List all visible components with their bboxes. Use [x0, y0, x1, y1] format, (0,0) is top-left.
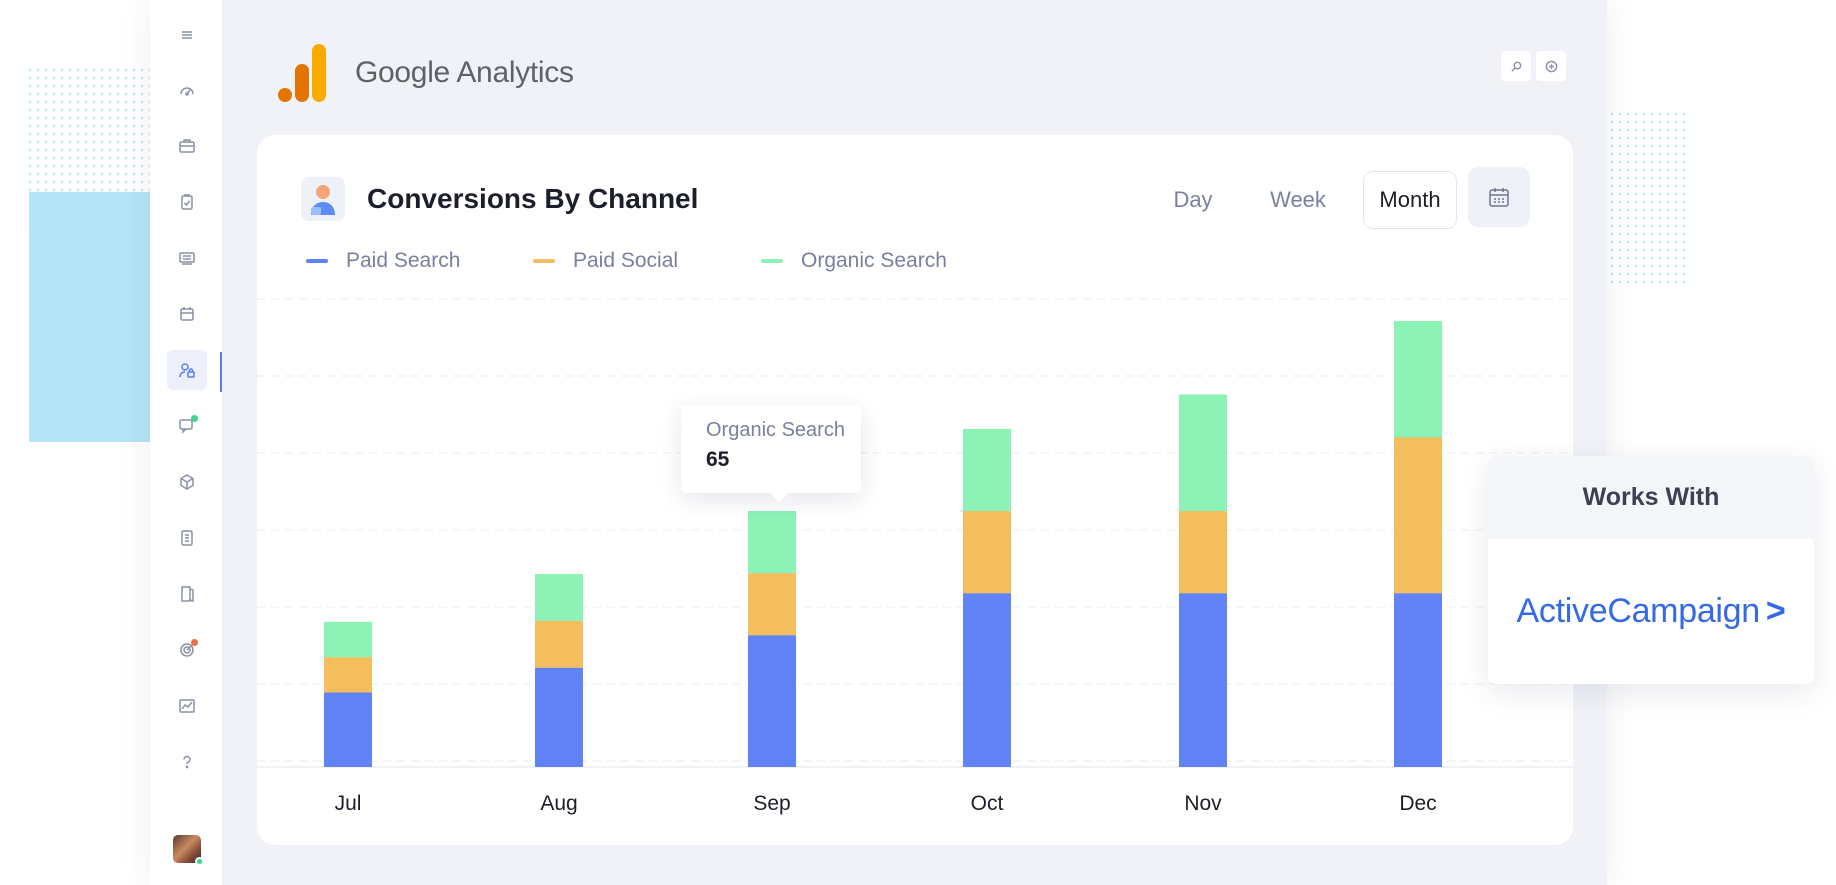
x-tick-label: Aug [540, 792, 577, 815]
menu-icon[interactable] [172, 20, 202, 50]
legend-label: Paid Social [573, 249, 679, 272]
bar-segment[interactable] [324, 657, 372, 693]
legend-swatch [533, 259, 555, 263]
x-tick-label: Oct [971, 792, 1004, 815]
plus-circle-icon [1545, 60, 1557, 72]
target-icon[interactable] [172, 635, 202, 665]
stacked-bar-chart: Jul Aug Sep Oct Nov Dec [257, 298, 1573, 815]
bar-segment[interactable] [1394, 437, 1442, 594]
chart-icon[interactable] [172, 691, 202, 721]
legend-swatch [306, 259, 328, 263]
chat-icon[interactable] [172, 411, 202, 441]
calendar-button[interactable] [1468, 167, 1530, 227]
cube-icon[interactable] [172, 467, 202, 497]
legend-label: Organic Search [801, 249, 947, 272]
calendar-icon[interactable] [172, 299, 202, 329]
app-window: Google Analytics Conversions By Channel … [150, 0, 1607, 885]
bar-segment[interactable] [963, 593, 1011, 767]
user-avatar-icon [301, 177, 345, 221]
active-indicator [220, 352, 222, 392]
legend-item[interactable]: Organic Search [761, 249, 947, 273]
bar-segment[interactable] [1394, 320, 1442, 438]
x-tick-label: Nov [1184, 792, 1222, 815]
conversions-card: Conversions By Channel Day Week Month Pa… [257, 135, 1573, 845]
notification-dot [191, 415, 198, 422]
brand-name: ActiveCampaign [1516, 592, 1761, 630]
bar-segment[interactable] [324, 692, 372, 767]
avatar[interactable] [173, 835, 204, 866]
bar-segment[interactable] [535, 620, 583, 668]
notification-dot [191, 639, 198, 646]
chevron-right-icon: > [1765, 592, 1786, 630]
bar-segment[interactable] [324, 621, 372, 658]
bar-segment[interactable] [535, 574, 583, 621]
help-icon[interactable] [172, 747, 202, 777]
clipboard-check-icon[interactable] [172, 187, 202, 217]
blue-block-decor [29, 192, 159, 442]
document-icon[interactable] [172, 523, 202, 553]
app-title-google: Google [355, 56, 450, 89]
bar-segment[interactable] [1179, 394, 1227, 512]
x-tick-label: Sep [753, 792, 790, 815]
range-week-button[interactable]: Week [1270, 187, 1326, 212]
bar-segment[interactable] [1179, 511, 1227, 594]
works-with-panel: Works With ActiveCampaign > [1488, 456, 1814, 684]
legend-item[interactable]: Paid Social [533, 249, 678, 273]
sidebar [150, 0, 223, 885]
dashboard-icon[interactable] [172, 75, 202, 105]
online-status-dot [195, 857, 204, 866]
range-month-button[interactable]: Month [1363, 171, 1457, 229]
bar-segment[interactable] [748, 573, 796, 636]
bar-segment[interactable] [963, 428, 1011, 512]
bar-segment[interactable] [748, 511, 796, 574]
legend-swatch [761, 259, 783, 263]
card-title: Conversions By Channel [367, 183, 699, 214]
app-title: Google Analytics [355, 56, 574, 90]
app-title-analytics: Analytics [456, 56, 574, 89]
tooltip-label: Organic Search [706, 419, 845, 441]
add-button[interactable] [1536, 51, 1566, 81]
chart-tooltip: Organic Search 65 [681, 405, 861, 502]
user-lock-icon[interactable] [167, 350, 207, 390]
bar-segment[interactable] [963, 511, 1011, 594]
bar-segment[interactable] [1394, 593, 1442, 767]
range-day-button[interactable]: Day [1173, 187, 1213, 212]
media-stack-icon[interactable] [172, 243, 202, 273]
book-icon[interactable] [172, 579, 202, 609]
bar-segment[interactable] [1179, 593, 1227, 767]
x-tick-label: Jul [335, 792, 362, 815]
dot-pattern-decor [1608, 110, 1688, 288]
bar-segment[interactable] [748, 635, 796, 767]
google-analytics-logo-icon [278, 44, 326, 102]
bar-segment[interactable] [535, 667, 583, 767]
search-button[interactable] [1501, 51, 1531, 81]
tooltip-value: 65 [706, 448, 730, 471]
briefcase-icon[interactable] [172, 131, 202, 161]
works-with-title: Works With [1488, 456, 1814, 539]
calendar-icon [1489, 188, 1509, 207]
legend-label: Paid Search [346, 249, 461, 272]
activecampaign-logo[interactable]: ActiveCampaign > [1488, 539, 1814, 684]
tooltip-arrow [769, 492, 789, 502]
search-icon [1510, 61, 1521, 72]
x-tick-label: Dec [1399, 792, 1436, 815]
legend-item[interactable]: Paid Search [306, 249, 460, 273]
